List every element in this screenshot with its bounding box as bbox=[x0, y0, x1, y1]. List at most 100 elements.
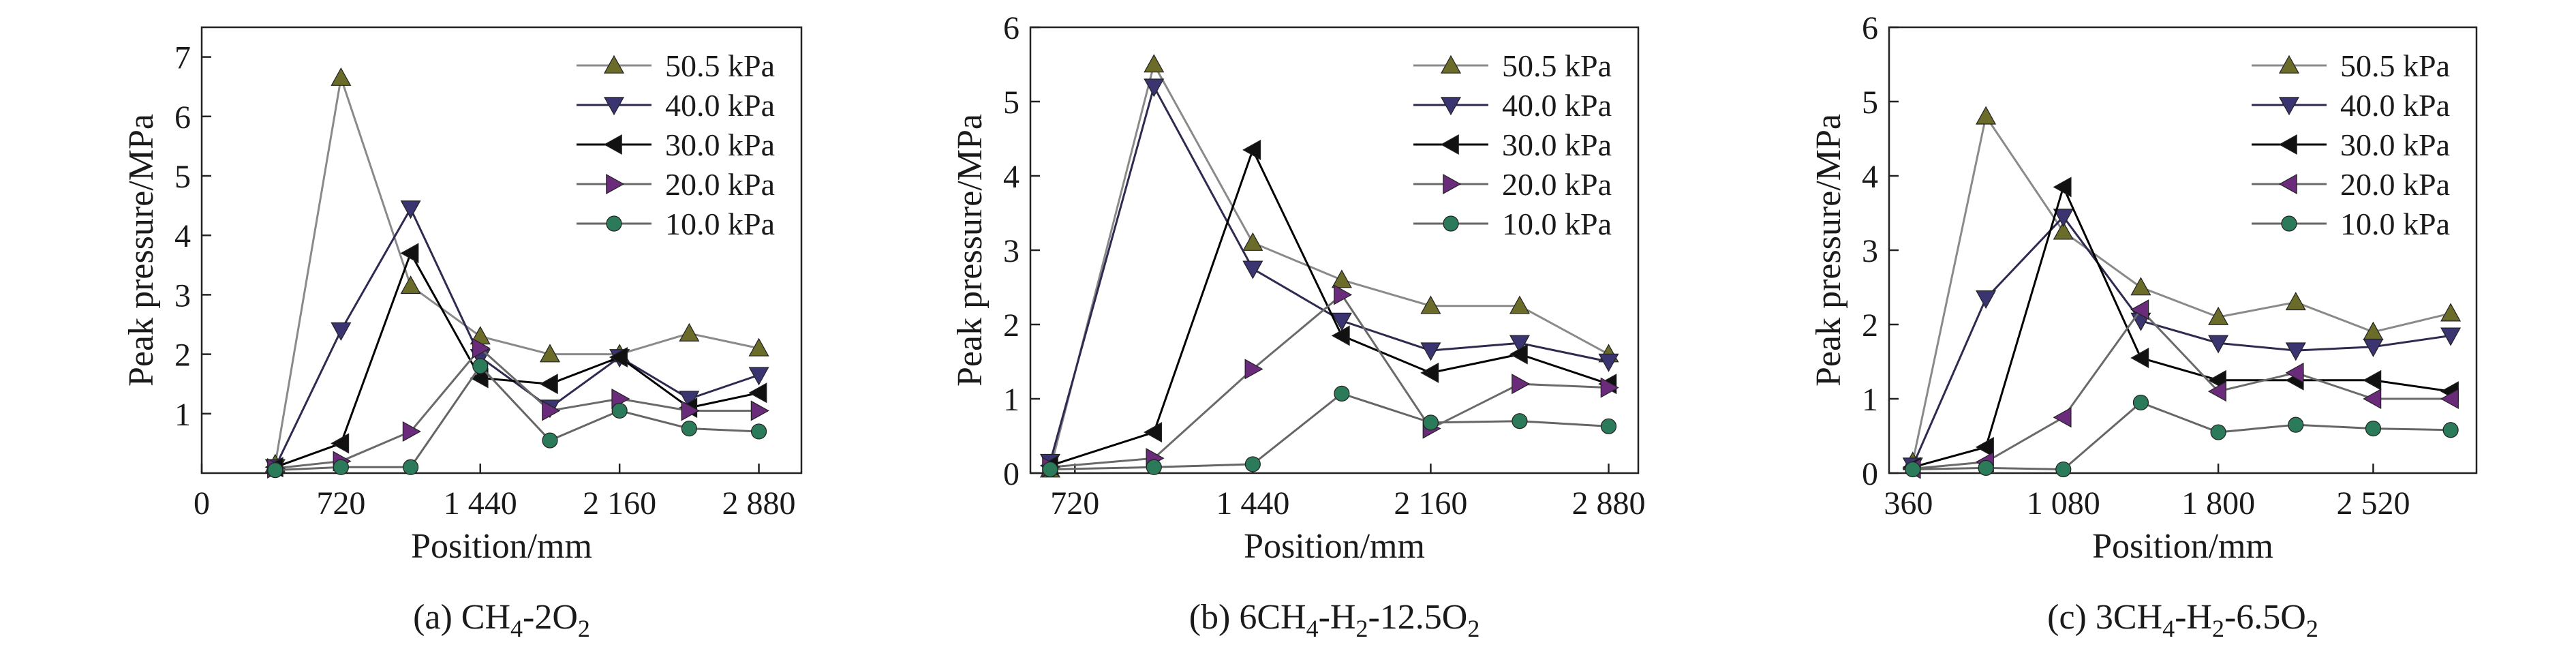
y-tick-label: 3 bbox=[1862, 233, 1878, 269]
x-tick-label: 1 440 bbox=[1216, 485, 1289, 522]
series-4 bbox=[1905, 394, 2459, 478]
y-tick-label: 3 bbox=[1003, 233, 1019, 269]
x-tick-label: 2 880 bbox=[722, 485, 796, 522]
data-point bbox=[1144, 422, 1163, 443]
x-tick-label: 360 bbox=[1884, 485, 1933, 522]
data-point bbox=[2207, 381, 2226, 402]
legend-marker bbox=[1440, 134, 1459, 155]
data-point bbox=[2440, 327, 2462, 346]
y-tick-label: 6 bbox=[174, 100, 191, 136]
y-tick-label: 4 bbox=[1862, 159, 1878, 195]
legend-label: 10.0 kPa bbox=[1502, 207, 1612, 241]
y-tick-label: 3 bbox=[174, 277, 191, 314]
series-line bbox=[1049, 293, 1609, 468]
legend-marker bbox=[2278, 173, 2297, 195]
data-point bbox=[472, 358, 489, 374]
data-point bbox=[331, 67, 352, 86]
x-tick-label: 2 520 bbox=[2336, 485, 2410, 522]
legend-label: 20.0 kPa bbox=[2340, 167, 2450, 202]
series-3 bbox=[267, 337, 769, 479]
data-point bbox=[1146, 459, 1162, 475]
y-tick-label: 6 bbox=[1862, 10, 1878, 46]
series-line bbox=[275, 346, 759, 470]
legend-label: 40.0 kPa bbox=[2340, 88, 2450, 123]
data-point bbox=[750, 423, 767, 440]
series-line bbox=[1049, 392, 1609, 471]
legend-entry: 40.0 kPa bbox=[2252, 88, 2450, 123]
data-point bbox=[2210, 424, 2226, 440]
legend-entry: 20.0 kPa bbox=[2252, 167, 2450, 202]
x-tick-label: 1 440 bbox=[444, 485, 517, 522]
data-point bbox=[1420, 295, 1441, 314]
data-point bbox=[1978, 459, 1994, 476]
y-axis-label: Peak pressure/MPa bbox=[122, 114, 161, 387]
y-axis-label: Peak pressure/MPa bbox=[1809, 114, 1848, 387]
data-point bbox=[1331, 269, 1352, 288]
data-point bbox=[1512, 413, 1528, 429]
caption-text: -H bbox=[2175, 598, 2212, 637]
data-point bbox=[2440, 388, 2459, 410]
y-tick-label: 2 bbox=[174, 337, 191, 374]
data-point bbox=[1512, 374, 1531, 395]
data-point bbox=[681, 420, 697, 437]
x-tick-label: 2 880 bbox=[1571, 485, 1645, 522]
caption-subscript: 2 bbox=[578, 615, 590, 642]
data-point bbox=[1976, 290, 1997, 310]
data-point bbox=[679, 322, 700, 342]
data-point bbox=[539, 344, 560, 363]
series-line bbox=[1912, 215, 2451, 466]
x-tick-label: 0 bbox=[194, 485, 210, 522]
y-tick-label: 2 bbox=[1003, 307, 1019, 344]
data-point bbox=[1509, 335, 1530, 354]
x-axis-label: Position/mm bbox=[411, 527, 592, 566]
data-point bbox=[681, 400, 700, 421]
data-point bbox=[748, 337, 769, 357]
y-tick-label: 5 bbox=[174, 159, 191, 195]
data-point bbox=[1331, 325, 1350, 346]
series-2 bbox=[264, 243, 767, 478]
chart-panel-2: 0 1 2 3 4 5 6 360 1 080 1 800 2 520 Peak pressure/M… bbox=[1809, 10, 2478, 642]
data-point bbox=[611, 402, 628, 419]
y-tick-label: 1 bbox=[1862, 382, 1878, 418]
data-point bbox=[1975, 436, 1994, 457]
data-point bbox=[1334, 385, 1350, 402]
data-point bbox=[331, 322, 352, 341]
chart-panel-0: 1 2 3 4 5 6 7 0 720 1 440 2 160 2 880 Peak pressure/… bbox=[122, 26, 803, 642]
legend-marker bbox=[1443, 173, 1462, 195]
data-point bbox=[472, 337, 491, 359]
y-tick-label: 4 bbox=[1003, 159, 1019, 195]
legend-label: 10.0 kPa bbox=[2340, 207, 2450, 241]
data-point bbox=[333, 459, 349, 475]
legend-entry: 50.5 kPa bbox=[2252, 48, 2450, 83]
caption-text: (b) 6CH bbox=[1189, 598, 1306, 637]
caption-text: -6.5O bbox=[2224, 598, 2306, 637]
data-point bbox=[400, 200, 421, 220]
caption-subscript: 4 bbox=[2162, 615, 2175, 642]
caption-subscript: 4 bbox=[1306, 615, 1319, 642]
data-point bbox=[2130, 348, 2149, 369]
legend-entry: 50.5 kPa bbox=[577, 48, 775, 83]
y-tick-label: 1 bbox=[174, 397, 191, 433]
data-point bbox=[2053, 221, 2074, 240]
legend-marker bbox=[606, 215, 622, 232]
legend-entry: 30.0 kPa bbox=[577, 127, 775, 162]
data-point bbox=[1144, 54, 1165, 73]
data-point bbox=[1422, 414, 1439, 431]
x-tick-label: 720 bbox=[1050, 485, 1099, 522]
caption-subscript: 4 bbox=[510, 615, 523, 642]
series-line bbox=[1912, 184, 2451, 468]
data-point bbox=[1242, 232, 1263, 251]
data-point bbox=[539, 374, 558, 395]
data-point bbox=[331, 433, 350, 454]
data-point bbox=[748, 367, 769, 386]
data-point bbox=[542, 432, 558, 449]
legend-marker bbox=[606, 173, 625, 195]
y-tick-label: 2 bbox=[1862, 307, 1878, 344]
caption-subscript: 2 bbox=[2212, 615, 2224, 642]
panel-caption: (c) 3CH4-H2-6.5O2 bbox=[2047, 598, 2318, 642]
data-point bbox=[1598, 353, 1619, 372]
data-point bbox=[2285, 342, 2306, 361]
series-4 bbox=[1042, 385, 1617, 478]
legend-marker bbox=[603, 55, 625, 74]
data-point bbox=[402, 421, 421, 442]
